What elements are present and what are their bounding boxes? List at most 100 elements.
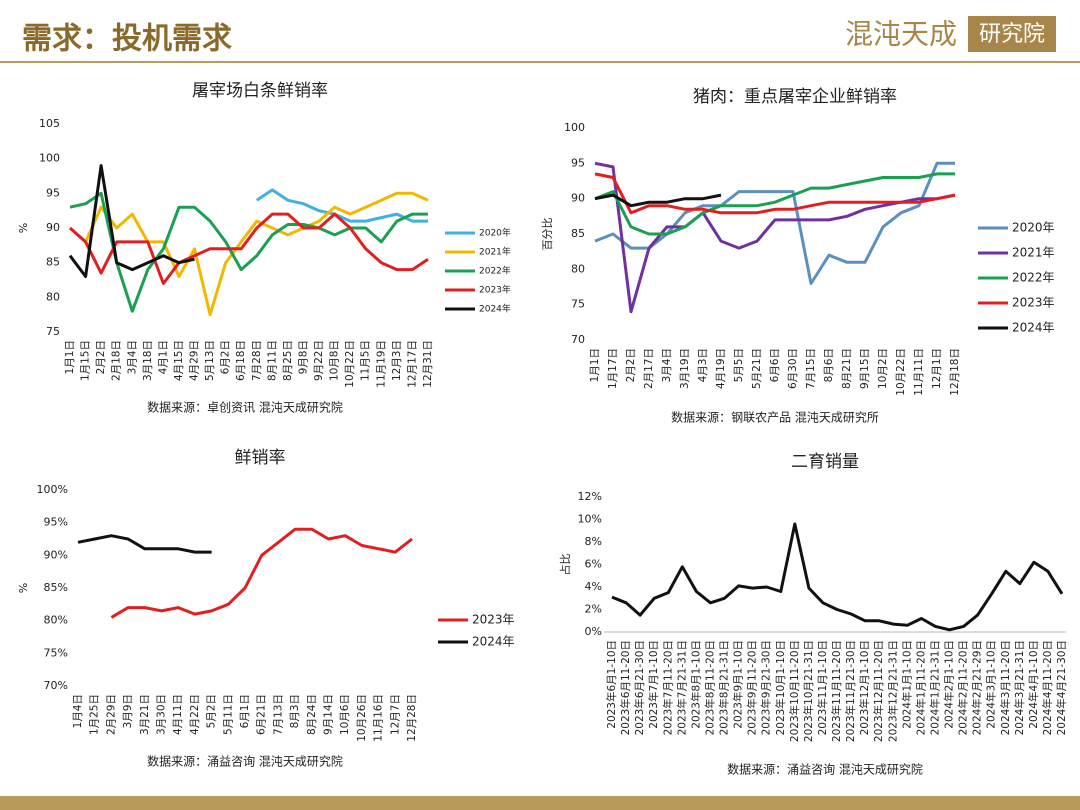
x-tick-label: 5月5日 [733, 348, 745, 382]
x-tick-label: 2023年10月1-10日 [774, 640, 787, 735]
x-tick-label: 2023年12月1-10日 [858, 640, 871, 735]
legend-label: 2022年 [479, 265, 511, 277]
x-tick-label: 2023年10月11-20日 [788, 640, 801, 742]
x-tick-label: 8月6日 [823, 348, 835, 382]
x-tick-label: 2023年6月1-10日 [605, 640, 618, 729]
x-tick-label: 9月8日 [297, 340, 309, 374]
y-tick-label: 75 [571, 298, 585, 311]
x-tick-label: 2023年9月11-20日 [746, 640, 759, 735]
x-tick-label: 2月2日 [95, 340, 107, 374]
x-tick-label: 2024年3月11-20日 [999, 640, 1012, 735]
x-tick-label: 8月24日 [306, 694, 318, 735]
y-tick-label: 105 [39, 117, 60, 130]
y-axis-label: 占比 [558, 554, 572, 576]
chart-title: 屠宰场白条鲜销率 [192, 81, 328, 101]
y-tick-label: 75% [44, 646, 68, 659]
x-tick-label: 2023年11月11-20日 [830, 640, 843, 742]
legend-label: 2022年 [1012, 271, 1055, 285]
x-tick-label: 5月2日 [206, 694, 218, 728]
x-tick-label: 11月11日 [913, 348, 925, 396]
x-tick-label: 2月17日 [643, 348, 655, 389]
source-note: 数据来源：涌益咨询 混沌天成研究院 [727, 762, 923, 777]
source-note: 数据来源：钢联农产品 混沌天成研究所 [671, 410, 879, 425]
y-tick-label: 4% [585, 580, 602, 593]
x-tick-label: 2023年8月1-10日 [689, 640, 702, 729]
x-tick-label: 1月15日 [80, 340, 92, 381]
x-tick-label: 12月1日 [931, 348, 943, 389]
x-tick-label: 9月22日 [313, 340, 325, 381]
data-line [77, 534, 212, 554]
y-tick-label: 90 [571, 192, 585, 205]
page-title: 需求：投机需求 [22, 22, 232, 57]
x-tick-label: 6月1日 [239, 694, 251, 728]
y-tick-label: 90% [44, 548, 68, 561]
y-tick-label: 0% [585, 625, 602, 638]
x-tick-label: 2023年8月11-20日 [703, 640, 716, 735]
x-tick-label: 8月21日 [841, 348, 853, 389]
x-tick-label: 8月25日 [282, 340, 294, 381]
x-tick-label: 2023年7月1-10日 [647, 640, 660, 729]
chart-title: 二育销量 [791, 452, 859, 472]
y-tick-label: 95 [46, 186, 60, 199]
legend-label: 2024年 [472, 635, 515, 649]
x-tick-label: 4月22日 [189, 694, 201, 735]
x-tick-label: 1月4日 [72, 694, 84, 728]
x-tick-label: 6月2日 [220, 340, 232, 374]
logo-text: 混沌天成 [845, 18, 957, 51]
x-tick-label: 10月22日 [344, 340, 356, 388]
x-tick-label: 10月8日 [329, 340, 341, 381]
legend-label: 2023年 [472, 613, 515, 627]
legend-label: 2021年 [1012, 246, 1055, 260]
y-tick-label: 10% [578, 513, 602, 526]
x-tick-label: 6月6日 [769, 348, 781, 382]
x-tick-label: 2023年7月11-20日 [661, 640, 674, 735]
x-tick-label: 4月29日 [189, 340, 201, 381]
x-tick-label: 2023年6月11-20日 [619, 640, 632, 735]
x-tick-label: 4月3日 [697, 348, 709, 382]
x-tick-label: 5月13日 [204, 340, 216, 381]
x-tick-label: 3月19日 [679, 348, 691, 389]
y-tick-label: 80 [571, 262, 585, 275]
logo-text: 研究院 [979, 22, 1045, 47]
x-tick-label: 2024年4月1-10日 [1027, 640, 1040, 729]
x-tick-label: 11月5日 [360, 340, 372, 381]
x-tick-label: 2024年1月21-31日 [928, 640, 941, 735]
x-tick-label: 4月11日 [172, 694, 184, 735]
x-tick-label: 6月18日 [235, 340, 247, 381]
x-tick-label: 12月3日 [391, 340, 403, 381]
x-tick-label: 4月19日 [715, 348, 727, 389]
x-tick-label: 12月18日 [949, 348, 961, 396]
y-tick-label: 85 [46, 256, 60, 269]
x-tick-label: 2023年9月21-30日 [760, 640, 773, 735]
x-tick-label: 3月4日 [126, 340, 138, 374]
x-tick-label: 4月1日 [157, 340, 169, 374]
x-tick-label: 12月28日 [406, 694, 418, 742]
source-note: 数据来源：卓创资讯 混沌天成研究院 [147, 400, 343, 415]
y-tick-label: 100 [564, 121, 585, 134]
x-tick-label: 5月11日 [222, 694, 234, 735]
y-tick-label: 90 [46, 221, 60, 234]
x-tick-label: 4月15日 [173, 340, 185, 381]
x-tick-label: 3月4日 [661, 348, 673, 382]
legend-label: 2021年 [479, 246, 511, 258]
source-note: 数据来源：涌益咨询 混沌天成研究院 [147, 754, 343, 769]
x-tick-label: 11月16日 [373, 694, 385, 742]
x-tick-label: 2024年3月1-10日 [985, 640, 998, 729]
data-line [611, 522, 1064, 632]
x-tick-label: 2023年11月21-30日 [844, 640, 857, 742]
x-tick-label: 2023年6月21-30日 [633, 640, 646, 735]
x-tick-label: 2023年12月11-20日 [872, 640, 885, 742]
x-tick-label: 1月1日 [589, 348, 601, 382]
x-tick-label: 2月29日 [105, 694, 117, 735]
x-tick-label: 11月19日 [375, 340, 387, 388]
x-tick-label: 2024年2月21-29日 [971, 640, 984, 735]
x-tick-label: 2024年2月1-10日 [943, 640, 956, 729]
x-tick-label: 12月7日 [389, 694, 401, 735]
data-line [69, 191, 428, 313]
data-line [69, 191, 429, 317]
x-tick-label: 7月28日 [251, 340, 263, 381]
x-tick-label: 5月21日 [751, 348, 763, 389]
x-tick-label: 2023年10月21-31日 [802, 640, 815, 742]
